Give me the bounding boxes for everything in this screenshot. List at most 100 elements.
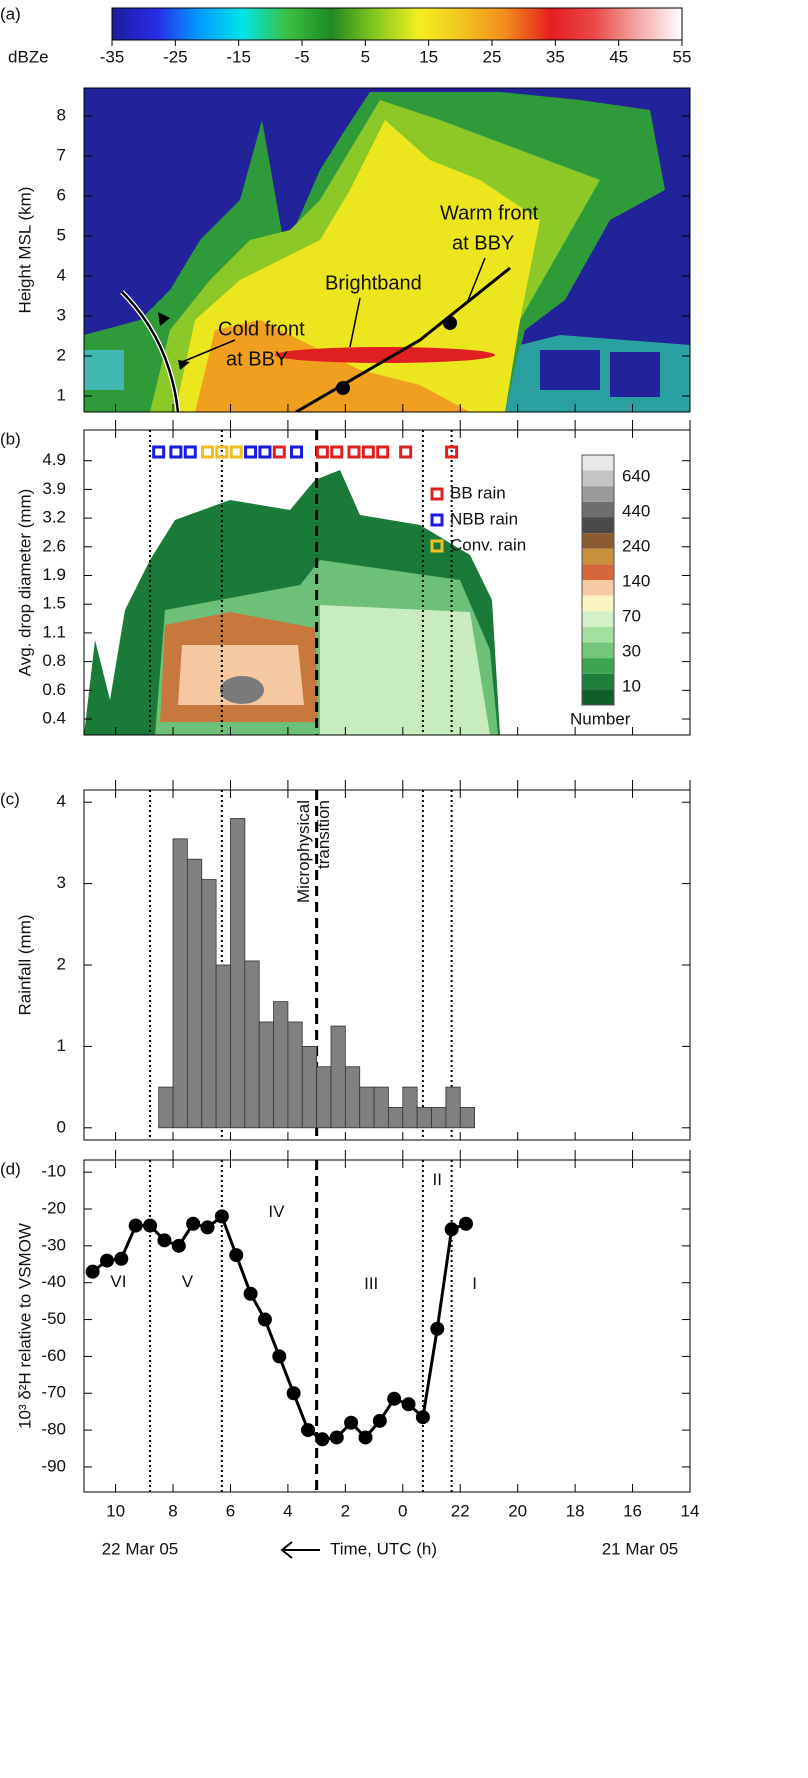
rain-type-marker: [244, 445, 258, 459]
y-tick-label: -20: [41, 1198, 66, 1217]
panel-label: (a): [0, 4, 21, 23]
y-tick-label: 6: [57, 185, 66, 204]
colorbar-tick-label: 440: [622, 501, 650, 520]
colorbar-tick-label: 15: [419, 47, 438, 66]
bar: [359, 1086, 375, 1129]
x-tick-label: 20: [508, 1501, 527, 1520]
point: [358, 1430, 373, 1445]
bar: [416, 1107, 432, 1129]
frame-a: [83, 87, 691, 413]
legend-marker: [430, 487, 444, 501]
colorbar-tick-label: -25: [163, 47, 188, 66]
colorbar-cell: [582, 580, 614, 596]
rain-type-marker: [290, 445, 304, 459]
colorbar-tick-label: -5: [294, 47, 309, 66]
panel-label: (c): [0, 789, 20, 808]
annotation: at BBY: [226, 348, 288, 370]
y-tick-label: 2: [57, 345, 66, 364]
colorbar-cell: [582, 564, 614, 580]
bar: [158, 1086, 174, 1129]
x-tick-label: 2: [341, 1501, 350, 1520]
bar: [258, 1021, 274, 1129]
frame-d: [83, 1159, 691, 1493]
colorbar-label: Number: [570, 709, 631, 728]
colorbar-tick-label: 640: [622, 466, 650, 485]
point: [315, 1432, 330, 1447]
colorbar: [111, 7, 683, 41]
y-axis-label: Height MSL (km): [15, 187, 34, 314]
y-tick-label: -80: [41, 1420, 66, 1439]
annotation: Microphysical: [294, 800, 313, 903]
rain-type-marker: [169, 445, 183, 459]
point: [171, 1238, 186, 1253]
colorbar-tick-label: 70: [622, 606, 641, 625]
colorbar-cell: [582, 673, 614, 690]
y-tick-label: 2: [57, 954, 66, 973]
panel-label: (b): [0, 429, 21, 448]
frame-b: [83, 429, 691, 736]
colorbar-frame: [581, 454, 615, 706]
bar: [344, 1066, 361, 1129]
colorbar-cell: [582, 455, 614, 471]
point: [114, 1251, 129, 1266]
point: [200, 1220, 215, 1235]
y-tick-label: 8: [57, 105, 66, 124]
y-tick-label: -60: [41, 1346, 66, 1365]
rain-type-marker: [315, 445, 329, 459]
point: [128, 1218, 143, 1233]
y-tick-label: 4.9: [42, 450, 66, 469]
colorbar-cell: [582, 517, 614, 534]
colorbar-cell: [582, 501, 614, 518]
bar: [172, 838, 188, 1129]
y-tick-label: 7: [57, 145, 66, 164]
colorbar-tick-label: 35: [546, 47, 565, 66]
y-tick-label: 0.8: [42, 651, 66, 670]
bar: [287, 1021, 303, 1129]
point: [344, 1415, 359, 1430]
bar: [215, 964, 231, 1129]
region-label: I: [472, 1274, 477, 1293]
y-tick-label: 1.9: [42, 565, 66, 584]
point: [372, 1413, 387, 1428]
rain-type-marker: [330, 445, 344, 459]
y-tick-label: 0: [57, 1117, 66, 1136]
annotation: at BBY: [452, 232, 514, 254]
rain-type-marker: [200, 445, 214, 459]
point: [243, 1286, 258, 1301]
y-tick-label: 4: [57, 265, 66, 284]
colorbar-tick-label: 45: [609, 47, 628, 66]
y-tick-label: 3.2: [42, 508, 66, 527]
colorbar-cell: [582, 626, 614, 643]
bar: [186, 858, 203, 1129]
rain-type-marker: [258, 445, 272, 459]
rain-type-marker: [152, 445, 166, 459]
region-label: III: [364, 1274, 378, 1293]
rain-type-marker: [445, 445, 459, 459]
x-tick-label: 10: [106, 1501, 125, 1520]
colorbar-tick-label: -15: [226, 47, 251, 66]
x-tick-label: 16: [623, 1501, 642, 1520]
bar: [388, 1107, 404, 1129]
y-tick-label: -50: [41, 1309, 66, 1328]
bar: [402, 1086, 418, 1129]
colorbar-cell: [582, 611, 614, 627]
dsd-field: [84, 470, 500, 735]
bar: [201, 879, 217, 1129]
colorbar-cell: [582, 689, 614, 705]
rain-type-marker: [183, 445, 197, 459]
colorbar-tick-label: 140: [622, 571, 650, 590]
rain-type-marker: [272, 445, 286, 459]
point: [143, 1218, 158, 1233]
bar: [431, 1107, 447, 1129]
y-tick-label: 3: [57, 873, 66, 892]
point: [229, 1248, 244, 1263]
colorbar-tick-label: -35: [100, 47, 125, 66]
legend-label: Conv. rain: [450, 535, 526, 554]
annotation: transition: [314, 800, 333, 869]
point: [387, 1391, 402, 1406]
y-tick-label: 3: [57, 305, 66, 324]
date-label: 21 Mar 05: [602, 1539, 679, 1558]
point: [286, 1386, 301, 1401]
date-label: 22 Mar 05: [102, 1539, 179, 1558]
region-label: VI: [110, 1272, 126, 1291]
